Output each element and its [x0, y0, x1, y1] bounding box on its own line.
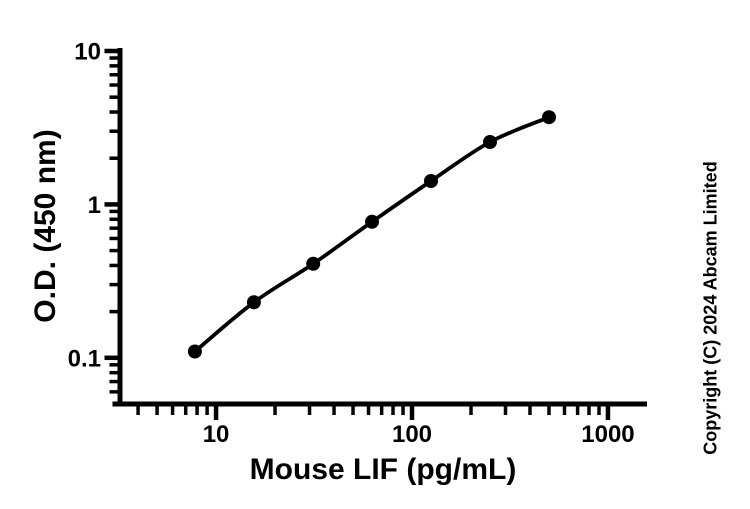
x-tick-label: 10: [203, 421, 230, 448]
data-point-marker: [187, 344, 202, 359]
data-point-marker: [424, 174, 438, 188]
y-tick-label: 1: [88, 192, 101, 219]
data-point-marker: [246, 295, 261, 310]
x-axis-title: Mouse LIF (pg/mL): [249, 453, 517, 486]
data-point-marker: [483, 135, 497, 149]
y-tick-label: 0.1: [68, 345, 101, 372]
x-tick-label: 1000: [581, 421, 634, 448]
data-point-marker: [306, 256, 321, 271]
data-point-marker: [542, 110, 556, 125]
data-point-marker: [365, 214, 379, 229]
y-axis-title: O.D. (450 nm): [29, 129, 62, 323]
y-tick-label: 10: [74, 38, 101, 65]
standard-curve-line: [193, 115, 551, 354]
copyright-text: Copyright (C) 2024 Abcam Limited: [700, 161, 721, 455]
x-tick-label: 100: [392, 421, 432, 448]
